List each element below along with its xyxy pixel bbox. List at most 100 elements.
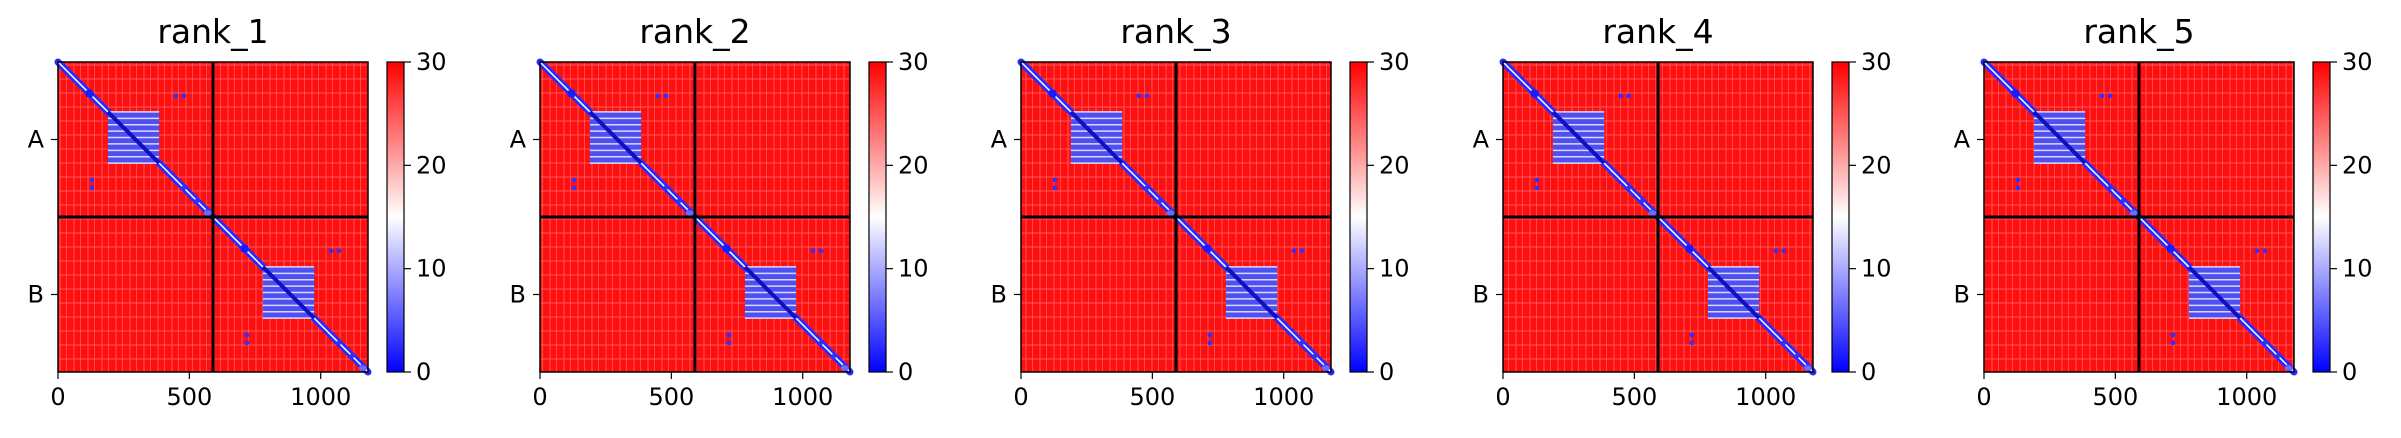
- y-tick-label: A: [1473, 126, 1490, 154]
- x-tick-label: 500: [1611, 383, 1657, 411]
- chain-block-A: [1499, 58, 1662, 221]
- colorbar-tick-label: 10: [2342, 255, 2373, 283]
- y-tick-label: A: [510, 126, 527, 154]
- contact-blob: [358, 365, 367, 371]
- colorbar-tick-label: 0: [2342, 358, 2357, 386]
- x-tick-label: 1000: [1735, 383, 1796, 411]
- chain-block-A: [536, 58, 699, 221]
- contact-blob: [181, 93, 187, 99]
- heatmap-panel-1: rank_1 0 500 1000 A B 0 10 20 30: [28, 12, 447, 411]
- contact-blob: [1291, 248, 1297, 254]
- contact-blob: [1626, 93, 1632, 99]
- contact-blob: [685, 210, 694, 216]
- contact-blob: [1052, 185, 1058, 191]
- x-tick-label: 0: [1976, 383, 1991, 411]
- repeat-diagonal: [2187, 265, 2242, 320]
- repeat-diagonal: [1069, 110, 1124, 165]
- y-tick-label: B: [991, 281, 1007, 309]
- colorbar-tick-label: 10: [898, 255, 929, 283]
- x-tick-label: 500: [648, 383, 694, 411]
- contact-blob: [840, 365, 849, 371]
- repeat-diagonal: [261, 265, 316, 320]
- contact-blob: [726, 332, 732, 338]
- contact-blob: [810, 248, 816, 254]
- heatmap-panel-3: rank_3 0 500 1000 A B 0 10 20 30: [991, 12, 1410, 411]
- x-tick-label: 1000: [2216, 383, 2277, 411]
- domain-block: [85, 89, 94, 98]
- contact-blob: [1534, 177, 1540, 183]
- x-tick-label: 1000: [290, 383, 351, 411]
- contact-blob: [663, 185, 669, 191]
- colorbar-tick-label: 0: [1379, 358, 1394, 386]
- chain-block-A: [1980, 58, 2143, 221]
- contact-blob: [328, 248, 334, 254]
- panel-title: rank_4: [1602, 12, 1713, 51]
- colorbar-tick-label: 30: [1861, 48, 1892, 76]
- colorbar-tick-label: 20: [1861, 151, 1892, 179]
- colorbar: 0 10 20 30: [386, 48, 447, 386]
- colorbar: 0 10 20 30: [1831, 48, 1892, 386]
- contact-blob: [1157, 198, 1163, 204]
- contact-blob: [336, 340, 342, 346]
- x-tick-label: 1000: [1253, 383, 1314, 411]
- chain-block-B: [2135, 213, 2298, 376]
- contact-blob: [1136, 93, 1142, 99]
- contact-blob: [663, 93, 669, 99]
- colorbar-gradient: [1349, 61, 1368, 373]
- heatmap-panel-4: rank_4 0 500 1000 A B 0 10 20 30: [1473, 12, 1892, 411]
- contact-blob: [181, 185, 187, 191]
- colorbar-tick-label: 0: [898, 358, 913, 386]
- chain-block-B: [1172, 213, 1335, 376]
- contact-blob: [818, 248, 824, 254]
- repeat-diagonal: [106, 110, 161, 165]
- contact-blob: [2262, 340, 2268, 346]
- repeat-diagonal: [1706, 265, 1761, 320]
- colorbar: 0 10 20 30: [868, 48, 929, 386]
- domain-block: [567, 89, 576, 98]
- contact-blob: [2099, 93, 2105, 99]
- contact-blob: [1794, 353, 1800, 359]
- contact-blob: [1207, 340, 1213, 346]
- domain-block: [2166, 244, 2175, 253]
- contact-blob: [2275, 353, 2281, 359]
- contact-blob: [2170, 340, 2176, 346]
- contact-blob: [1689, 332, 1695, 338]
- y-tick-label: A: [991, 126, 1008, 154]
- contact-blob: [1639, 198, 1645, 204]
- contact-blob: [655, 93, 661, 99]
- x-tick-label: 500: [2092, 383, 2138, 411]
- axes-frame: [1502, 61, 1814, 373]
- colorbar-tick-label: 30: [2342, 48, 2373, 76]
- contact-blob: [2015, 185, 2021, 191]
- contact-blob: [2107, 185, 2113, 191]
- y-tick-label: B: [510, 281, 526, 309]
- repeat-diagonal: [1224, 265, 1279, 320]
- contact-blob: [336, 248, 342, 254]
- colorbar-tick-label: 30: [898, 48, 929, 76]
- contact-blob: [1299, 248, 1305, 254]
- contact-blob: [1689, 340, 1695, 346]
- contact-blob: [2254, 248, 2260, 254]
- repeat-diagonal: [588, 110, 643, 165]
- contact-blob: [2284, 365, 2293, 371]
- contact-blob: [1166, 210, 1175, 216]
- contact-blob: [1803, 365, 1812, 371]
- x-tick-label: 0: [1495, 383, 1510, 411]
- contact-blob: [2015, 177, 2021, 183]
- chain-block-B: [1654, 213, 1817, 376]
- x-tick-label: 1000: [772, 383, 833, 411]
- contact-blob: [194, 198, 200, 204]
- domain-block: [1685, 244, 1694, 253]
- axes-frame: [57, 61, 369, 373]
- x-tick-label: 500: [1129, 383, 1175, 411]
- colorbar-tick-label: 30: [1379, 48, 1410, 76]
- contact-blob: [1618, 93, 1624, 99]
- contact-blob: [1312, 353, 1318, 359]
- contact-blob: [203, 210, 212, 216]
- colorbar-tick-label: 10: [1861, 255, 1892, 283]
- contact-blob: [89, 185, 95, 191]
- contact-blob: [2120, 198, 2126, 204]
- repeat-diagonal: [2032, 110, 2087, 165]
- colorbar-gradient: [386, 61, 405, 373]
